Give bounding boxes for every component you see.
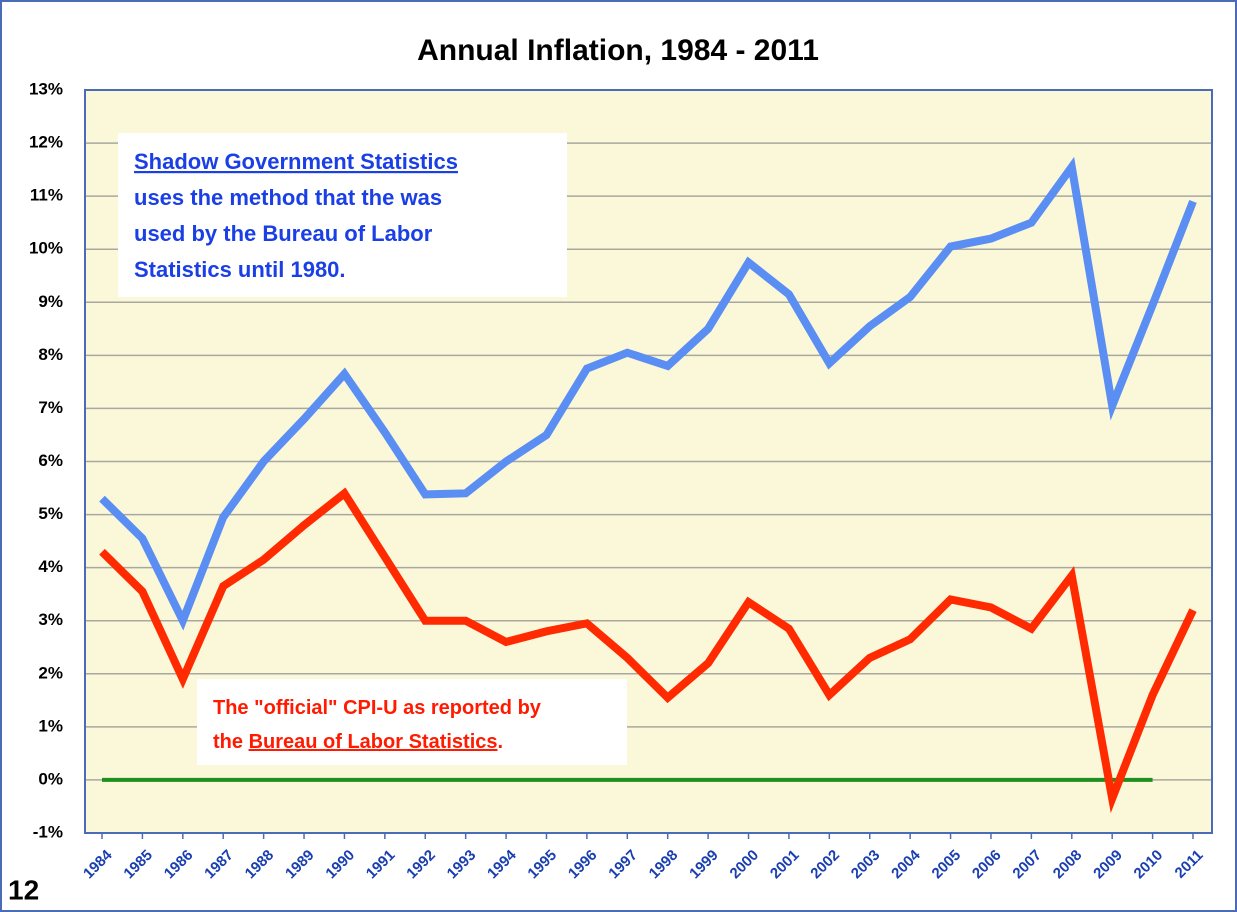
annotation-box xyxy=(197,679,627,765)
annotation-part: . xyxy=(498,731,504,753)
y-tick-label: 12% xyxy=(29,133,63,152)
y-tick-label: 0% xyxy=(38,769,63,788)
annotation-text: Shadow Government Statistics xyxy=(134,149,458,174)
y-tick-label: 1% xyxy=(38,716,63,735)
y-tick-label: 10% xyxy=(29,239,63,258)
annotation-text: The "official" CPI-U as reported by xyxy=(213,697,542,719)
annotation-box xyxy=(118,133,567,297)
y-tick-label: 5% xyxy=(38,504,63,523)
y-tick-label: 13% xyxy=(29,79,63,98)
y-tick-label: 3% xyxy=(38,610,63,629)
annotation-part: used by the Bureau of Labor xyxy=(134,221,433,246)
annotation-part: The "official" CPI-U as reported by xyxy=(213,697,542,719)
data-line xyxy=(99,156,1197,631)
annotation-part: Shadow Government Statistics xyxy=(134,149,458,174)
annotation-text: used by the Bureau of Labor xyxy=(134,221,433,246)
annotation-text: Statistics until 1980. xyxy=(134,257,346,282)
y-tick-label: 6% xyxy=(38,451,63,470)
annotation-part: uses the method that the was xyxy=(134,185,442,210)
annotation-part: the xyxy=(213,731,249,753)
annotation-part: Statistics until 1980. xyxy=(134,257,346,282)
page-number: 12 xyxy=(8,874,39,905)
annotation-text: uses the method that the was xyxy=(134,185,442,210)
annotation-text: the Bureau of Labor Statistics. xyxy=(213,731,503,753)
y-tick-label: 7% xyxy=(38,398,63,417)
annotation-part: Bureau of Labor Statistics xyxy=(249,731,498,753)
plot-border xyxy=(84,89,1213,834)
y-tick-label: 2% xyxy=(38,663,63,682)
y-tick-label: 4% xyxy=(38,557,63,576)
y-tick-label: 11% xyxy=(30,186,63,205)
y-tick-label: -1% xyxy=(33,822,63,841)
y-tick-label: 9% xyxy=(38,292,63,311)
y-tick-label: 8% xyxy=(38,345,63,364)
data-line xyxy=(99,487,1197,814)
chart-title: Annual Inflation, 1984 - 2011 xyxy=(417,34,819,67)
